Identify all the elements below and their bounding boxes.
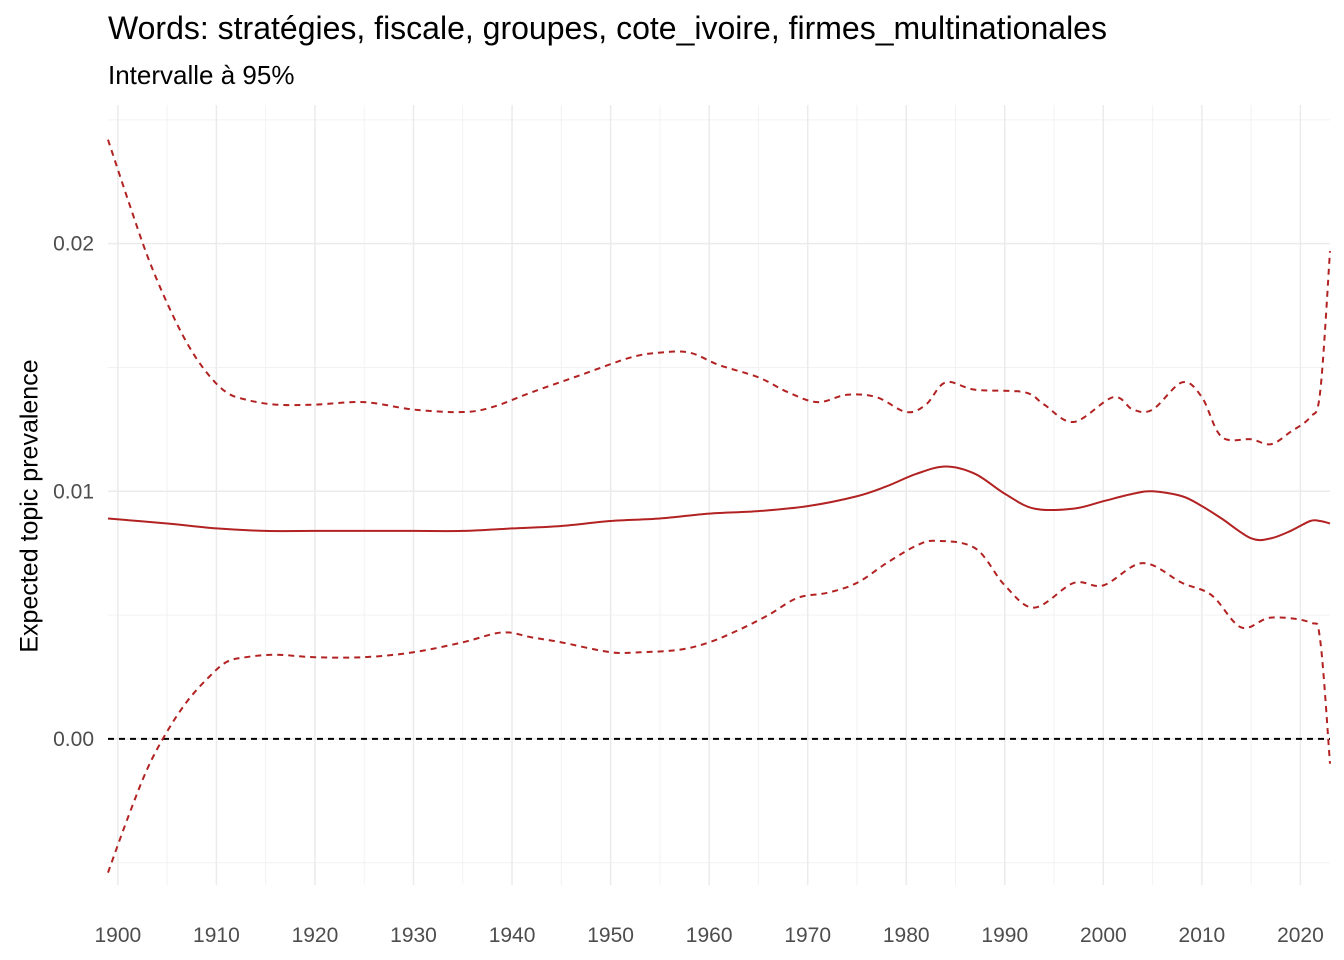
x-tick-label: 1900 (94, 924, 141, 947)
confidence-bound-line (107, 139, 1331, 446)
confidence-bound-line (107, 539, 1331, 873)
mean-prevalence-line (107, 465, 1331, 542)
x-tick-label: 2000 (1080, 924, 1127, 947)
chart-subtitle: Intervalle à 95% (108, 60, 295, 90)
x-tick-label: 1970 (784, 924, 831, 947)
chart-title: Words: stratégies, fiscale, groupes, cot… (108, 10, 1107, 46)
x-tick-label: 1950 (587, 924, 634, 947)
x-tick-label: 2010 (1179, 924, 1226, 947)
x-tick-label: 1990 (981, 924, 1028, 947)
x-tick-label: 1980 (883, 924, 930, 947)
y-tick-label: 0.01 (53, 480, 94, 503)
x-tick-label: 1910 (193, 924, 240, 947)
y-tick-label: 0.00 (53, 728, 94, 751)
x-tick-label: 1940 (489, 924, 536, 947)
x-tick-label: 2020 (1277, 924, 1324, 947)
x-tick-label: 1920 (292, 924, 339, 947)
x-tick-label: 1960 (686, 924, 733, 947)
x-tick-label: 1930 (390, 924, 437, 947)
y-tick-label: 0.02 (53, 233, 94, 256)
